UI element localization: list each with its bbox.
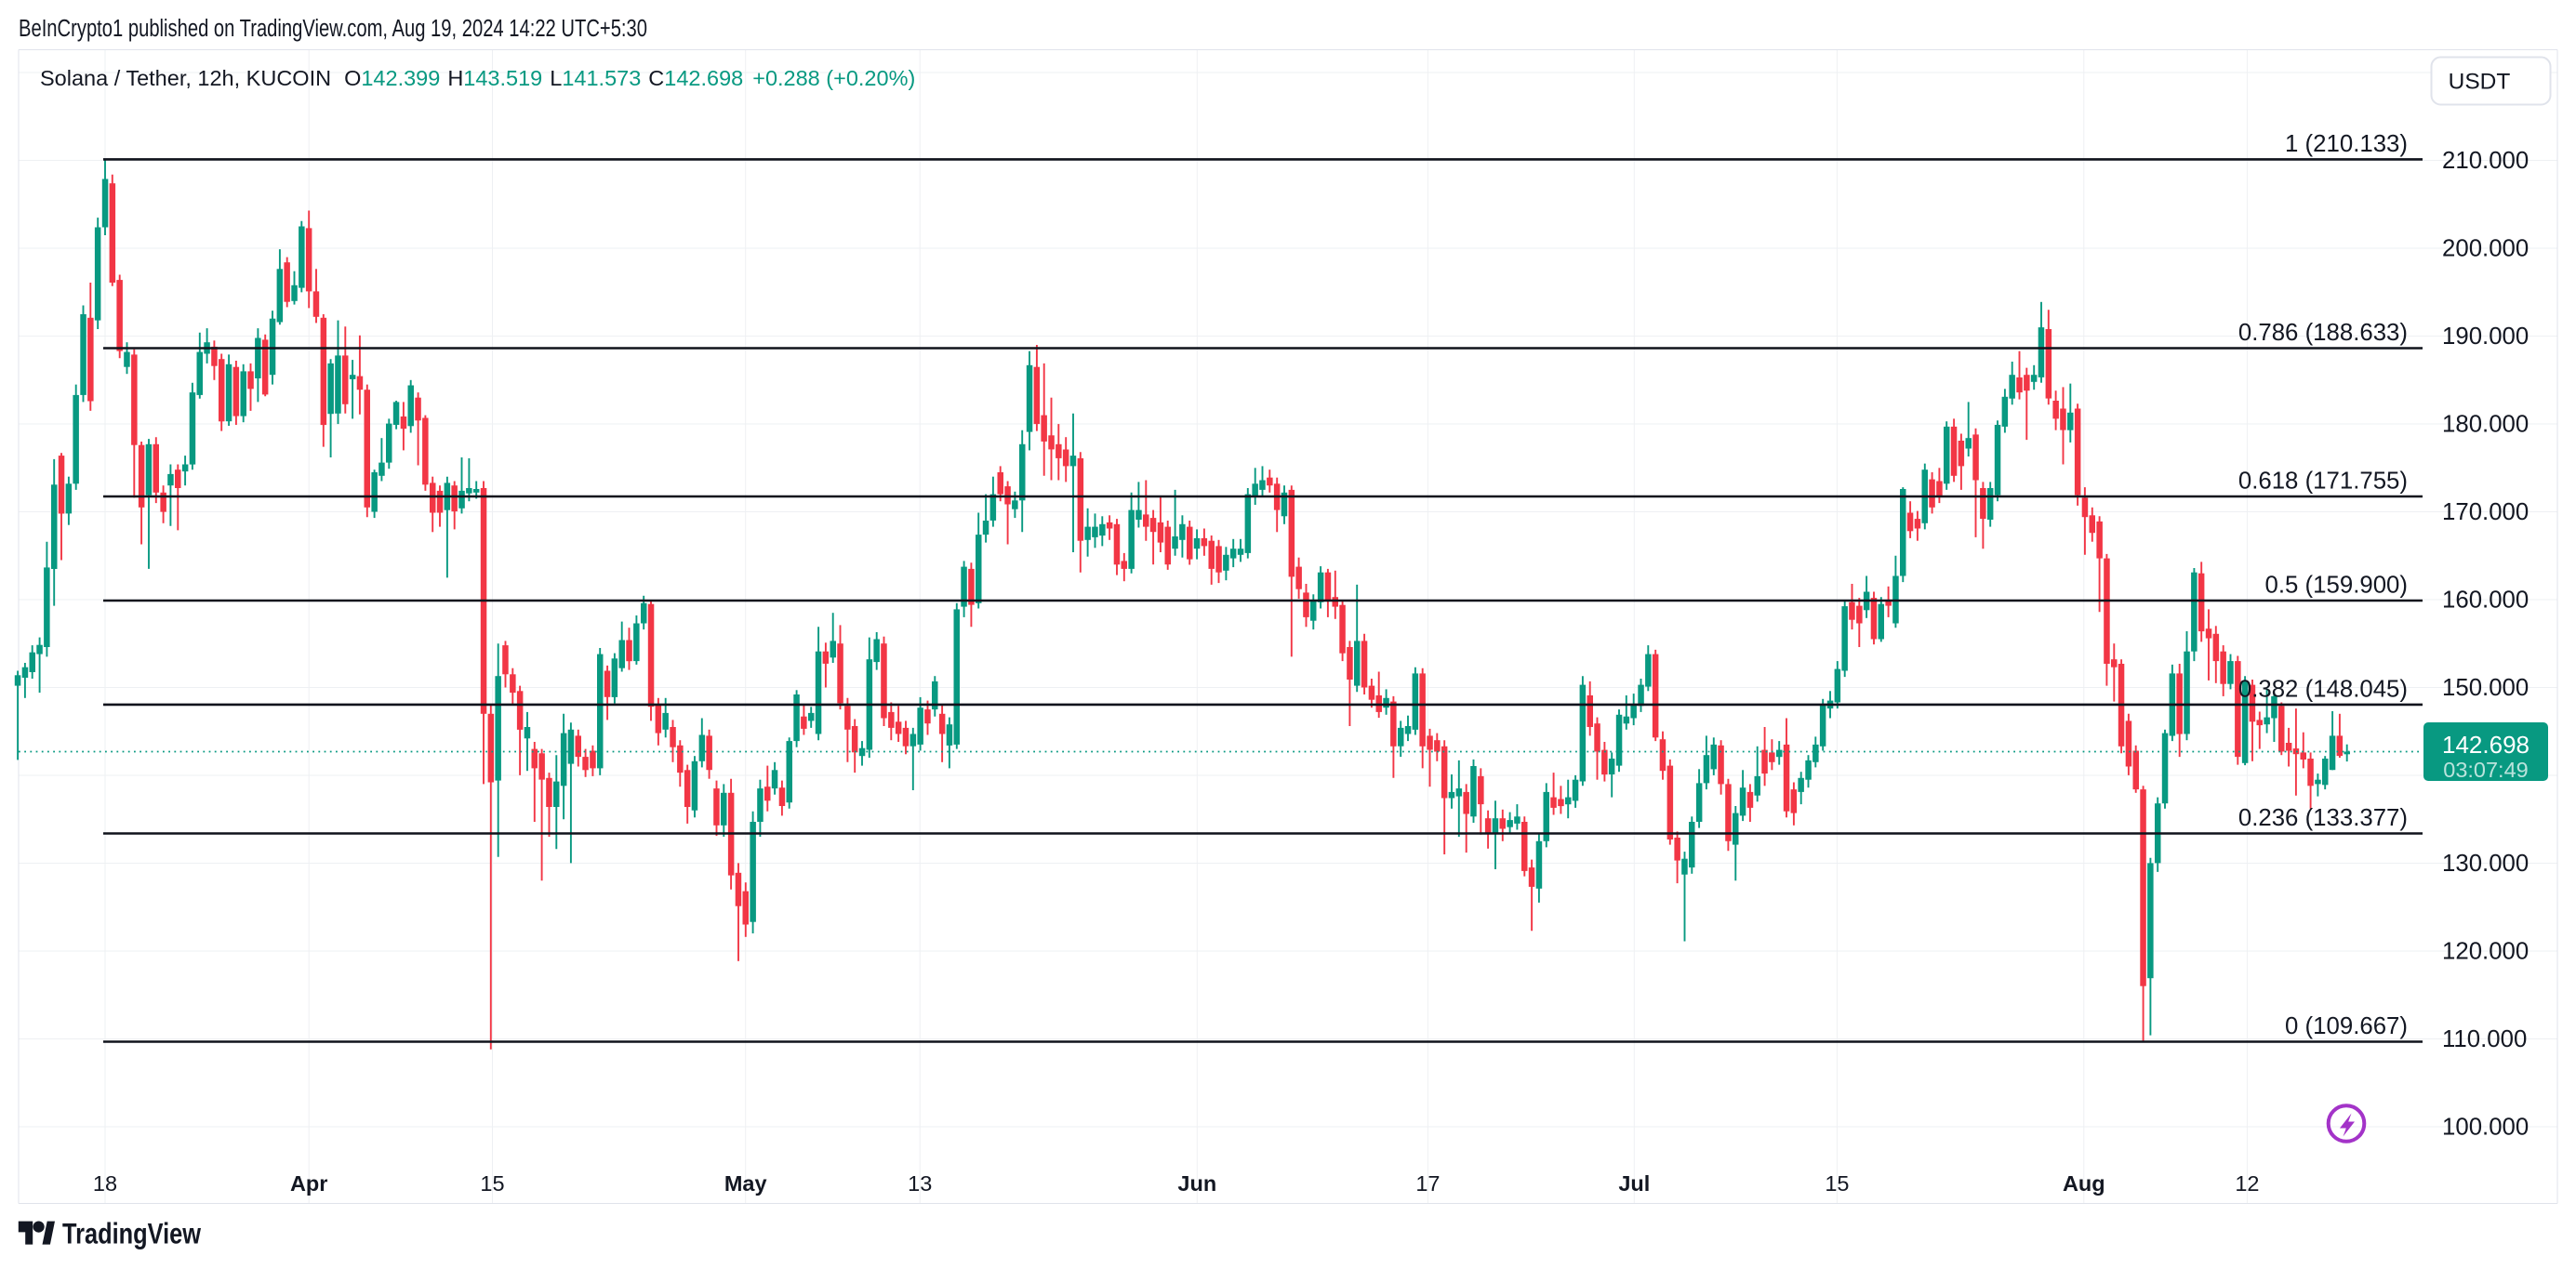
svg-text:12: 12: [2235, 1171, 2259, 1196]
svg-text:142.698: 142.698: [2442, 731, 2530, 759]
svg-text:18: 18: [93, 1171, 117, 1196]
svg-text:15: 15: [480, 1171, 504, 1196]
svg-text:190.000: 190.000: [2442, 324, 2529, 350]
svg-text:0.618 (171.755): 0.618 (171.755): [2238, 469, 2408, 495]
svg-text:Apr: Apr: [290, 1171, 327, 1196]
svg-text:BeInCrypto1 published on Tradi: BeInCrypto1 published on TradingView.com…: [19, 16, 647, 42]
svg-text:Jul: Jul: [1618, 1171, 1650, 1196]
svg-text:210.000: 210.000: [2442, 148, 2529, 174]
svg-text:160.000: 160.000: [2442, 588, 2529, 614]
svg-text:13: 13: [908, 1171, 932, 1196]
svg-text:180.000: 180.000: [2442, 412, 2529, 438]
svg-text:0.5 (159.900): 0.5 (159.900): [2265, 573, 2408, 599]
svg-text:0.382 (148.045): 0.382 (148.045): [2238, 676, 2408, 702]
svg-text:130.000: 130.000: [2442, 851, 2529, 877]
svg-text:200.000: 200.000: [2442, 236, 2529, 262]
svg-text:17: 17: [1415, 1171, 1440, 1196]
svg-text:100.000: 100.000: [2442, 1114, 2529, 1140]
svg-text:Aug: Aug: [2063, 1171, 2105, 1196]
svg-text:0.786 (188.633): 0.786 (188.633): [2238, 320, 2408, 346]
svg-text:150.000: 150.000: [2442, 675, 2529, 701]
svg-text:15: 15: [1825, 1171, 1849, 1196]
svg-text:TradingView: TradingView: [62, 1217, 201, 1250]
svg-text:1 (210.133): 1 (210.133): [2285, 131, 2408, 157]
svg-text:120.000: 120.000: [2442, 938, 2529, 964]
svg-text:USDT: USDT: [2449, 70, 2511, 95]
svg-text:Jun: Jun: [1177, 1171, 1216, 1196]
svg-text:110.000: 110.000: [2442, 1026, 2527, 1052]
svg-text:170.000: 170.000: [2442, 499, 2529, 525]
svg-text:0.236 (133.377): 0.236 (133.377): [2238, 805, 2408, 831]
svg-text:0 (109.667): 0 (109.667): [2285, 1013, 2408, 1039]
svg-text:May: May: [724, 1171, 767, 1196]
svg-text:03:07:49: 03:07:49: [2443, 758, 2528, 782]
